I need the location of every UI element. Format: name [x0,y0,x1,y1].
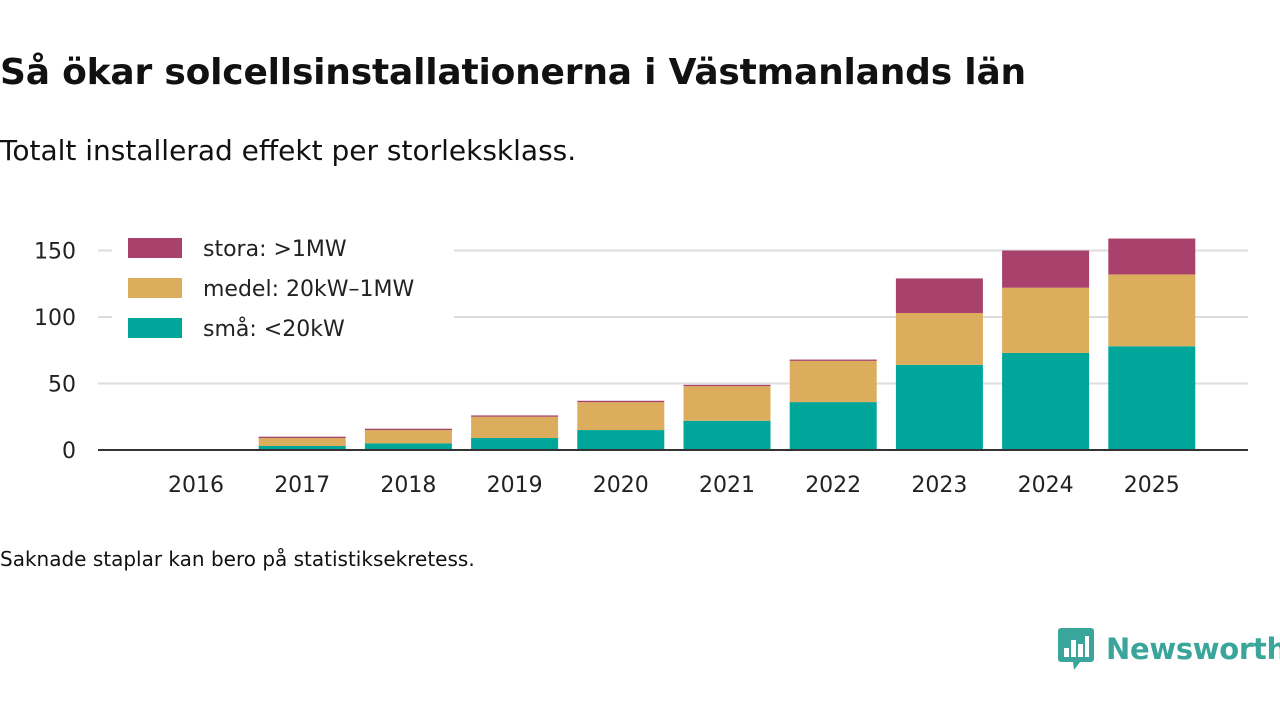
brand-name: Newsworthy [1106,632,1280,666]
bar-2025-series-2 [1108,238,1196,275]
bar-2021-series-0 [683,420,771,450]
logo-bar-2 [1071,640,1076,657]
bar-2025-series-0 [1108,346,1196,450]
bar-2021-series-1 [683,386,771,421]
legend-label: medel: 20kW–1MW [203,277,414,302]
logo-bar-4 [1085,636,1089,657]
axes: 0 50 100 150 2016 2017 2018 2019 2020 2021 2022 202… [34,240,1248,498]
x-tick-label: 2019 [487,473,543,498]
bar-2017-series-0 [258,446,346,450]
bars [258,238,1196,450]
x-tick-label: 2025 [1124,473,1180,498]
footnote: Saknade staplar kan bero på statistiksek… [0,547,475,571]
x-tick-label: 2021 [699,473,755,498]
bar-2020-series-2 [577,400,665,403]
bar-2022-series-0 [789,402,877,450]
legend-swatch [128,278,182,298]
brand-logo: Newsworthy [1058,628,1280,670]
bar-2024-series-2 [1002,250,1090,288]
bar-2022-series-2 [789,359,877,361]
bar-2023-series-1 [895,313,983,365]
x-tick-label: 2024 [1018,473,1074,498]
newsworthy-logo-icon [1058,628,1094,670]
y-tick-label: 0 [62,439,76,464]
bar-2018-series-1 [364,430,452,444]
legend-swatch [128,238,182,258]
x-tick-label: 2016 [168,473,224,498]
bar-2019-series-2 [471,415,559,417]
bar-2023-series-0 [895,364,983,450]
legend-swatch [128,318,182,338]
bar-2023-series-2 [895,278,983,314]
x-tick-label: 2022 [805,473,861,498]
bar-2017-series-2 [258,436,346,439]
page-subtitle: Totalt installerad effekt per storlekskl… [0,134,577,167]
y-tick-label: 100 [34,306,76,331]
x-tick-label: 2020 [593,473,649,498]
stacked-bar-chart: 0 50 100 150 2016 2017 2018 2019 2020 2021 2022 202… [34,228,1248,498]
bar-2024-series-0 [1002,352,1090,450]
y-tick-label: 150 [34,240,76,265]
bar-2024-series-1 [1002,287,1090,353]
bar-2019-series-0 [471,438,559,450]
legend-label: stora: >1MW [203,237,347,262]
bar-2018-series-0 [364,443,452,450]
bar-2019-series-1 [471,416,559,439]
bar-2022-series-1 [789,360,877,403]
logo-bar-1 [1064,648,1069,657]
legend: stora: >1MW medel: 20kW–1MW små: <20kW [112,228,454,356]
bar-2020-series-1 [577,402,665,431]
x-tick-label: 2018 [380,473,436,498]
legend-label: små: <20kW [203,316,345,342]
x-tick-label: 2023 [911,473,967,498]
bar-2018-series-2 [364,428,452,431]
bar-2025-series-1 [1108,274,1196,347]
y-tick-label: 50 [48,373,76,398]
bar-2021-series-2 [683,384,771,387]
page-title: Så ökar solcellsinstallationerna i Västm… [0,52,1026,93]
x-tick-label: 2017 [274,473,330,498]
bar-2017-series-1 [258,438,346,447]
logo-bar-3 [1078,644,1083,657]
bar-2020-series-0 [577,430,665,450]
